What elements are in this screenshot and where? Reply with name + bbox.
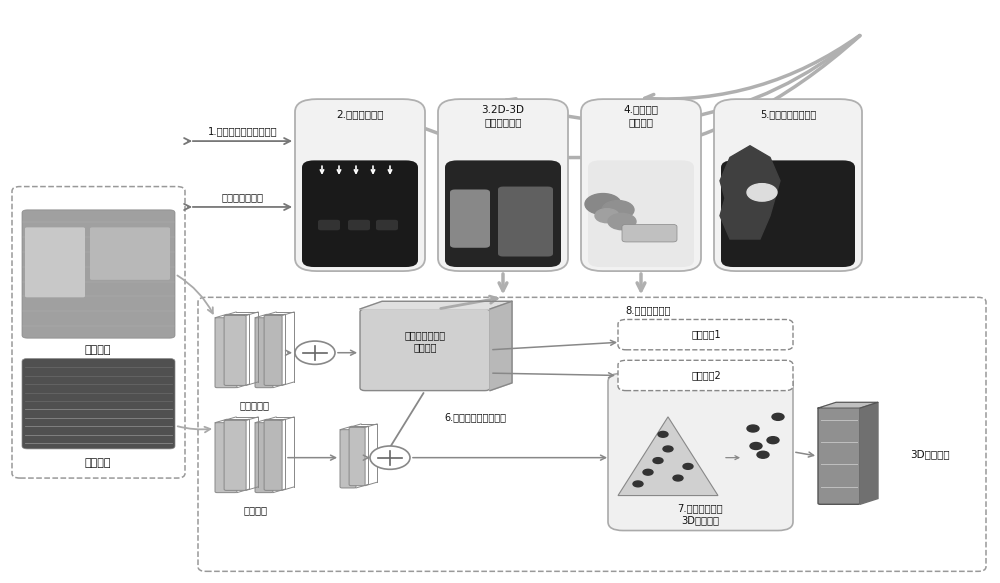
Circle shape	[295, 341, 335, 364]
FancyBboxPatch shape	[360, 309, 490, 391]
Circle shape	[747, 425, 759, 432]
FancyBboxPatch shape	[618, 319, 793, 350]
Text: 监督分支1: 监督分支1	[691, 329, 721, 340]
FancyBboxPatch shape	[721, 160, 855, 267]
Text: 伪点云网络: 伪点云网络	[240, 400, 270, 410]
FancyBboxPatch shape	[608, 373, 793, 531]
Text: 激光雷达: 激光雷达	[85, 458, 111, 469]
Circle shape	[683, 463, 693, 469]
FancyBboxPatch shape	[318, 220, 340, 230]
FancyBboxPatch shape	[438, 99, 568, 271]
Text: 3D空间聚合: 3D空间聚合	[682, 515, 720, 525]
FancyBboxPatch shape	[445, 160, 561, 267]
Circle shape	[653, 458, 663, 463]
FancyBboxPatch shape	[348, 220, 370, 230]
FancyBboxPatch shape	[349, 427, 365, 486]
FancyBboxPatch shape	[22, 210, 175, 338]
Circle shape	[757, 451, 769, 458]
FancyBboxPatch shape	[224, 315, 246, 385]
Circle shape	[370, 446, 410, 469]
FancyBboxPatch shape	[818, 408, 860, 504]
Circle shape	[747, 184, 777, 201]
Text: 6.由粗到细的深度对齐: 6.由粗到细的深度对齐	[444, 412, 506, 422]
Text: 点云网络: 点云网络	[243, 505, 267, 515]
FancyBboxPatch shape	[264, 420, 282, 490]
Circle shape	[643, 469, 653, 475]
Circle shape	[750, 442, 762, 449]
FancyBboxPatch shape	[22, 359, 175, 449]
FancyBboxPatch shape	[198, 297, 986, 571]
Polygon shape	[720, 146, 780, 239]
Text: 双目图像: 双目图像	[85, 345, 111, 355]
Circle shape	[585, 194, 621, 215]
Polygon shape	[360, 301, 512, 309]
Text: 数据增强: 数据增强	[629, 117, 654, 128]
FancyBboxPatch shape	[90, 227, 170, 280]
FancyBboxPatch shape	[295, 99, 425, 271]
Text: 堆叠可形变卷积
校准模块: 堆叠可形变卷积 校准模块	[404, 330, 446, 352]
FancyBboxPatch shape	[302, 160, 418, 267]
Circle shape	[633, 481, 643, 487]
Text: 预训练分割模型: 预训练分割模型	[222, 192, 264, 202]
Circle shape	[595, 209, 619, 223]
FancyBboxPatch shape	[215, 318, 237, 388]
Text: 2.边缘校准技术: 2.边缘校准技术	[336, 108, 384, 119]
FancyBboxPatch shape	[255, 318, 273, 388]
Text: 3D检测结果: 3D检测结果	[910, 449, 950, 459]
Polygon shape	[490, 301, 512, 391]
Polygon shape	[618, 417, 718, 496]
FancyBboxPatch shape	[622, 224, 677, 242]
Circle shape	[608, 213, 636, 230]
Polygon shape	[860, 402, 878, 504]
Text: 7.体素转化为点: 7.体素转化为点	[678, 503, 723, 514]
FancyBboxPatch shape	[215, 423, 237, 493]
FancyBboxPatch shape	[264, 315, 282, 385]
Text: 8.多分支监督流: 8.多分支监督流	[625, 305, 670, 315]
FancyBboxPatch shape	[340, 430, 356, 488]
FancyBboxPatch shape	[25, 227, 85, 297]
FancyBboxPatch shape	[618, 360, 793, 391]
FancyBboxPatch shape	[588, 160, 694, 267]
FancyBboxPatch shape	[581, 99, 701, 271]
Circle shape	[602, 201, 634, 219]
FancyBboxPatch shape	[714, 99, 862, 271]
Text: 4.目标中心: 4.目标中心	[624, 104, 658, 115]
FancyBboxPatch shape	[450, 189, 490, 248]
Text: 3.2D-3D: 3.2D-3D	[482, 104, 524, 115]
FancyBboxPatch shape	[255, 423, 273, 493]
FancyBboxPatch shape	[498, 187, 553, 257]
FancyBboxPatch shape	[12, 187, 185, 478]
Circle shape	[658, 431, 668, 437]
FancyBboxPatch shape	[224, 420, 246, 490]
Circle shape	[767, 437, 779, 444]
Text: 1.不确定性双目深度估计: 1.不确定性双目深度估计	[208, 126, 278, 136]
Text: 监督分支2: 监督分支2	[691, 370, 721, 381]
Circle shape	[772, 413, 784, 420]
Polygon shape	[818, 402, 878, 408]
Circle shape	[673, 475, 683, 481]
Text: 无据信息转化: 无据信息转化	[484, 117, 522, 128]
Circle shape	[663, 446, 673, 452]
Text: 5.场景关联损失函数: 5.场景关联损失函数	[760, 108, 816, 119]
FancyBboxPatch shape	[376, 220, 398, 230]
